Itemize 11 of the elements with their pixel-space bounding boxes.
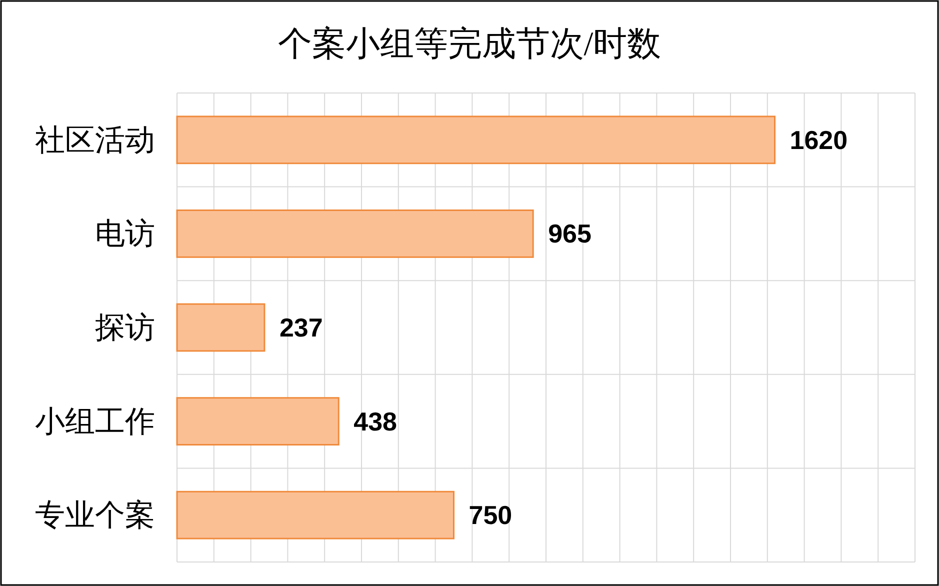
y-tick-label: 社区活动 — [35, 124, 155, 157]
y-tick-label: 小组工作 — [35, 405, 155, 438]
y-tick-label: 电访 — [95, 218, 155, 251]
data-label: 438 — [354, 406, 398, 436]
data-label: 1620 — [790, 124, 848, 155]
chart-title: 个案小组等完成节次/时数 — [278, 25, 662, 63]
data-label: 237 — [279, 312, 323, 342]
y-tick-label: 探访 — [95, 312, 155, 344]
y-tick-label: 专业个案 — [35, 499, 155, 532]
data-label: 750 — [468, 500, 512, 530]
data-label: 965 — [548, 218, 592, 249]
